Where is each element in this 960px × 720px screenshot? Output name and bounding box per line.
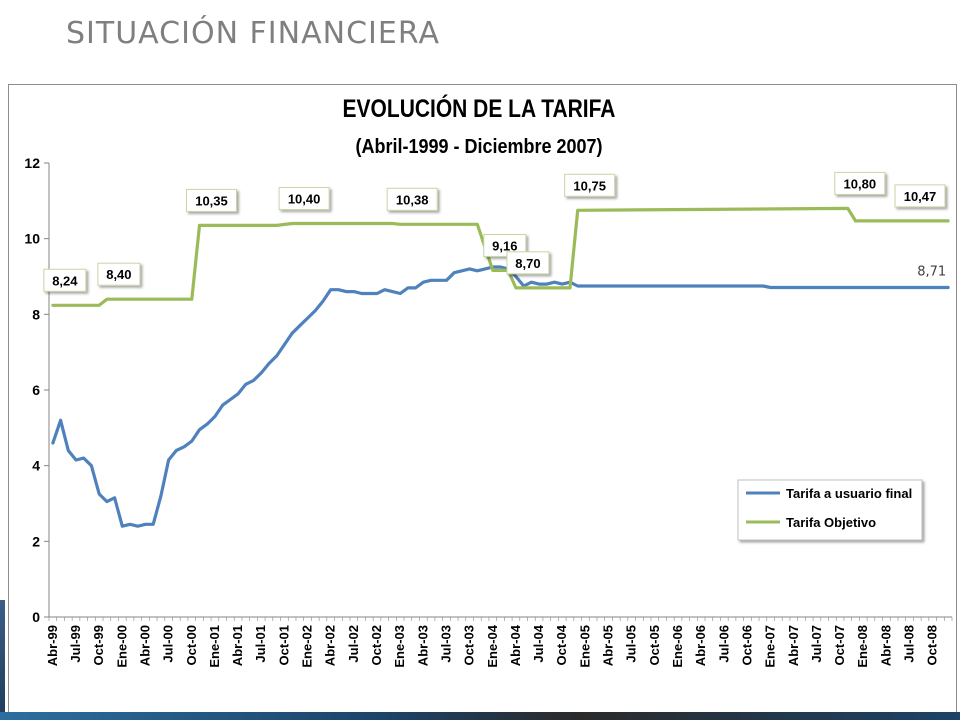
x-tick-label: Ene-03: [392, 625, 407, 668]
x-tick-label: Oct-03: [462, 625, 477, 665]
data-label-box: [894, 184, 946, 208]
data-label-text: 10,35: [195, 193, 228, 208]
legend-label-tarifa-objetivo: Tarifa Objetivo: [786, 515, 876, 530]
left-accent-bar: [0, 600, 5, 720]
y-tick-label: 2: [32, 533, 40, 549]
x-tick-label: Oct-06: [739, 625, 754, 665]
x-tick-label: Ene-06: [670, 625, 685, 668]
x-tick-label: Jul-05: [624, 625, 639, 663]
data-label-box: [278, 187, 330, 211]
x-tick-label: Jul-01: [253, 625, 268, 663]
x-tick-label: Jul-00: [161, 625, 176, 663]
y-tick-label: 12: [24, 155, 40, 171]
data-label-text: 9,16: [492, 238, 517, 253]
bottom-accent-bar: [0, 712, 960, 720]
data-label-text: 10,38: [396, 192, 429, 207]
x-tick-label: Abr-04: [508, 624, 523, 666]
legend-box: [737, 479, 923, 541]
x-tick-label: Abr-05: [601, 625, 616, 666]
data-label-text: 10,80: [844, 176, 877, 191]
data-label: 8,24: [43, 268, 87, 292]
x-tick-label: Abr-00: [137, 625, 152, 666]
x-tick-label: Abr-01: [230, 625, 245, 666]
data-label: 10,80: [834, 171, 886, 195]
x-tick-label: Oct-07: [832, 625, 847, 665]
data-labels: 8,24 8,40 10,35 10,40 10,38 9,16 8,70 10,75 10,8…: [43, 171, 946, 292]
x-tick-label: Oct-08: [925, 625, 940, 665]
x-tick-label: Jul-08: [902, 625, 917, 663]
data-label-text: 10,47: [904, 189, 937, 204]
x-tick-label: Ene-02: [300, 625, 315, 668]
x-tick-label: Oct-02: [369, 625, 384, 665]
data-label: 10,38: [386, 187, 438, 211]
axes: 0 2 4 6 8 10 12 Abr-99 Jul-99 Oct-99 Ene-00 Abr-00 J…: [24, 155, 953, 668]
x-tick-label: Jul-99: [68, 625, 83, 663]
x-tick-label: Jul-06: [716, 625, 731, 663]
x-tick-label: Abr-03: [415, 625, 430, 666]
series-line-tarifa-usuario: [51, 265, 950, 528]
x-tick-label: Ene-00: [114, 625, 129, 668]
x-tick-label: Oct-05: [647, 625, 662, 665]
data-label-box: [97, 262, 141, 286]
data-label-text: 10,75: [573, 178, 606, 193]
data-label: 10,40: [278, 187, 330, 211]
x-tick-label: Oct-04: [554, 624, 569, 665]
chart-frame: EVOLUCIÓN DE LA TARIFA (Abril-1999 - Dic…: [8, 84, 957, 720]
x-tick-label: Oct-99: [91, 625, 106, 665]
x-tick-label: Jul-03: [438, 625, 453, 663]
x-tick-label: Abr-02: [323, 625, 338, 666]
y-tick-label: 8: [32, 306, 40, 322]
data-label: 10,47: [894, 184, 946, 208]
x-tick-label: Oct-01: [276, 625, 291, 665]
x-tick-label: Oct-00: [184, 625, 199, 665]
data-label-box: [483, 233, 527, 257]
data-label-box: [834, 171, 886, 195]
series-line-tarifa-objetivo: [51, 206, 950, 307]
tarifa-line-chart: EVOLUCIÓN DE LA TARIFA (Abril-1999 - Dic…: [24, 93, 953, 668]
x-tick-label: Ene-07: [763, 625, 778, 668]
data-label-text: 8,24: [52, 273, 78, 288]
data-label-text: 8,70: [515, 256, 540, 271]
y-tick-label: 4: [32, 458, 40, 474]
data-label-box: [506, 251, 550, 275]
data-label: 10,75: [564, 173, 616, 197]
x-tick-label: Ene-05: [577, 625, 592, 668]
data-label: 8,71: [917, 264, 946, 279]
data-label-box: [564, 173, 616, 197]
x-tick-label: Abr-99: [45, 625, 60, 666]
x-tick-label: Abr-08: [878, 625, 893, 666]
legend-label-tarifa-usuario: Tarifa a usuario final: [786, 486, 912, 501]
legend: Tarifa a usuario final Tarifa Objetivo: [737, 479, 923, 541]
data-label: 9,16: [483, 233, 527, 257]
x-tick-label: Jul-04: [531, 624, 546, 662]
data-label: 8,70: [506, 251, 550, 275]
x-tick-label: Ene-01: [207, 625, 222, 668]
y-tick-label: 6: [32, 382, 40, 398]
y-tick-label: 10: [24, 231, 40, 247]
x-tick-label: Jul-02: [346, 625, 361, 663]
data-label: 10,35: [186, 188, 237, 212]
slide-title: SITUACIÓN FINANCIERA: [66, 16, 440, 51]
data-label-box: [386, 187, 438, 211]
x-tick-label: Abr-07: [786, 625, 801, 666]
x-tick-label: Abr-06: [693, 625, 708, 666]
x-tick-label: Ene-08: [855, 625, 870, 668]
data-label-text: 8,40: [106, 267, 131, 282]
data-label-box: [186, 188, 237, 212]
x-tick-label: Ene-04: [485, 624, 500, 667]
x-tick-label: Jul-07: [809, 625, 824, 663]
data-label-text: 10,40: [288, 192, 321, 207]
y-tick-label: 0: [32, 609, 40, 625]
chart-title: EVOLUCIÓN DE LA TARIFA: [343, 93, 616, 122]
series-lines: [51, 206, 950, 528]
data-label-box: [43, 268, 87, 292]
chart-subtitle: (Abril-1999 - Diciembre 2007): [356, 136, 603, 158]
data-label: 8,40: [97, 262, 141, 286]
